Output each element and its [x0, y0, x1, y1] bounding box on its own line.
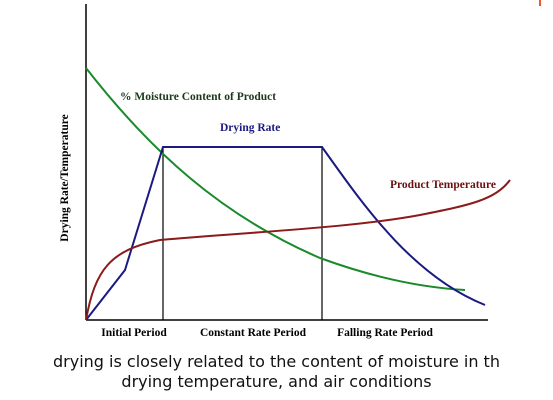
temperature-label: Product Temperature: [390, 179, 496, 191]
drying-rate-curve: [85, 146, 486, 321]
caption-line: drying temperature, and air conditions: [121, 372, 432, 391]
period-label: Falling Rate Period: [337, 327, 433, 339]
period-label: Initial Period: [101, 327, 167, 339]
temperature-curve: [85, 179, 511, 321]
caption-line: drying is closely related to the content…: [53, 352, 500, 371]
diagram: % Moisture Content of Product Drying Rat…: [59, 0, 541, 339]
y-axis-label: Drying Rate/Temperature: [59, 114, 71, 241]
moisture-label: % Moisture Content of Product: [120, 91, 276, 103]
period-label: Constant Rate Period: [200, 327, 307, 339]
drying-rate-label: Drying Rate: [220, 122, 280, 134]
moisture-curve: [85, 67, 466, 291]
